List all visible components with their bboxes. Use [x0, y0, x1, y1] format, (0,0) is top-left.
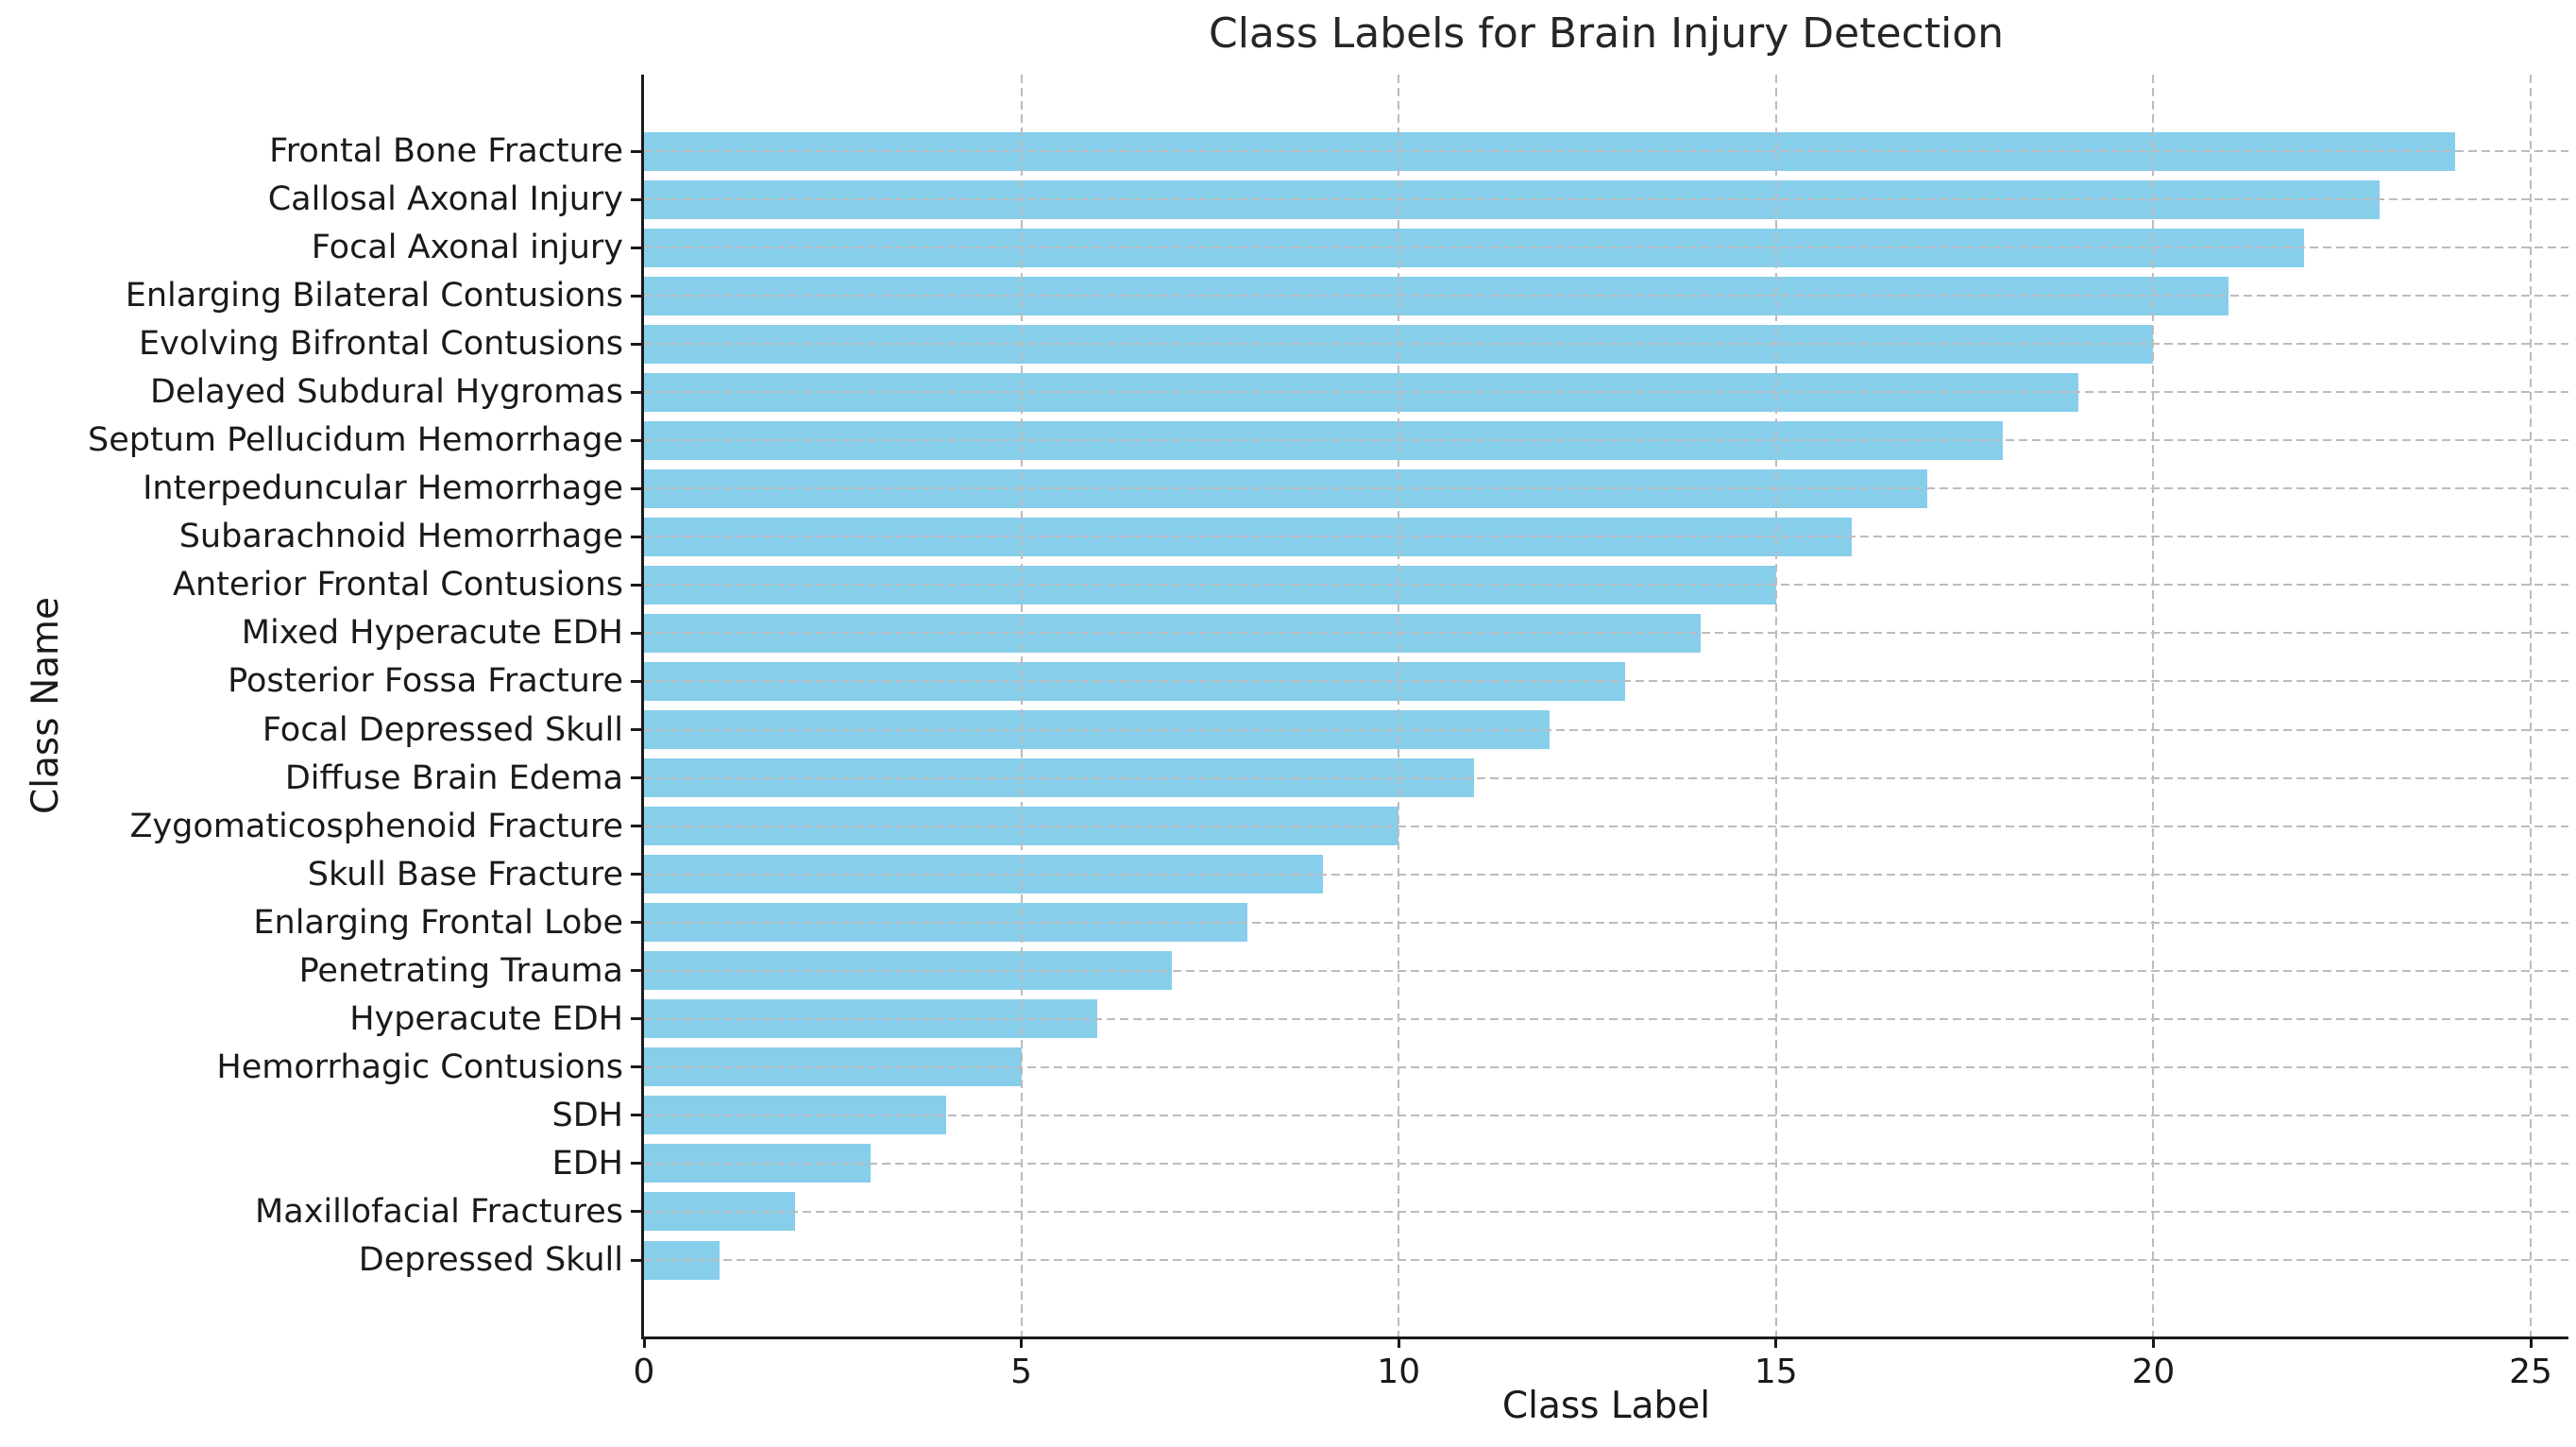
x-axis-label: Class Label — [1501, 1385, 1711, 1427]
y-tick-label: Frontal Bone Fracture — [269, 132, 623, 170]
y-tick-label: Mixed Hyperacute EDH — [241, 614, 623, 653]
y-tick-mark — [631, 825, 642, 828]
h-gridline — [644, 536, 2568, 538]
y-tick-label: Subarachnoid Hemorrhage — [178, 518, 623, 556]
h-gridline — [644, 1017, 2568, 1020]
h-gridline — [644, 728, 2568, 731]
y-tick-label: Evolving Bifrontal Contusions — [139, 325, 623, 364]
y-tick-label: Penetrating Trauma — [298, 951, 623, 990]
h-gridline — [644, 632, 2568, 635]
h-gridline — [644, 825, 2568, 827]
h-gridline — [644, 776, 2568, 779]
v-gridline — [2152, 75, 2155, 1336]
y-tick-mark — [631, 969, 642, 973]
y-tick-mark — [631, 342, 642, 346]
y-tick-mark — [631, 1065, 642, 1069]
y-tick-mark — [631, 631, 642, 635]
h-gridline — [644, 1162, 2568, 1165]
y-axis-spine — [641, 75, 644, 1339]
h-gridline — [644, 873, 2568, 876]
y-tick-label: Focal Axonal injury — [311, 229, 623, 267]
h-gridline — [644, 391, 2568, 394]
h-gridline — [644, 1210, 2568, 1213]
h-gridline — [644, 247, 2568, 249]
y-tick-mark — [631, 390, 642, 394]
v-gridline — [1774, 75, 1777, 1336]
h-gridline — [644, 295, 2568, 298]
x-tick-label: 20 — [2131, 1353, 2176, 1391]
h-gridline — [644, 343, 2568, 346]
y-tick-mark — [631, 1210, 642, 1214]
y-tick-mark — [631, 873, 642, 877]
y-tick-label: Maxillofacial Fractures — [255, 1192, 623, 1231]
h-gridline — [644, 921, 2568, 924]
chart-title: Class Labels for Brain Injury Detection — [1208, 9, 2004, 58]
x-tick-label: 5 — [1010, 1353, 1033, 1391]
y-tick-mark — [631, 486, 642, 490]
y-tick-label: Hemorrhagic Contusions — [216, 1047, 623, 1086]
y-tick-label: Anterior Frontal Contusions — [173, 566, 623, 604]
h-gridline — [644, 487, 2568, 490]
y-tick-label: Enlarging Frontal Lobe — [253, 903, 623, 942]
x-tick-mark — [2151, 1336, 2155, 1348]
y-tick-label: Delayed Subdural Hygromas — [149, 373, 623, 412]
h-gridline — [644, 1259, 2568, 1261]
y-tick-label: Diffuse Brain Edema — [284, 758, 623, 797]
h-gridline — [644, 198, 2568, 201]
v-gridline — [1020, 75, 1023, 1336]
x-tick-mark — [642, 1336, 646, 1348]
y-tick-mark — [631, 583, 642, 587]
y-tick-label: Posterior Fossa Fracture — [228, 662, 623, 701]
h-gridline — [644, 439, 2568, 442]
h-gridline — [644, 584, 2568, 587]
y-tick-label: SDH — [551, 1096, 624, 1134]
y-tick-mark — [631, 728, 642, 732]
v-gridline — [2530, 75, 2533, 1336]
y-tick-label: EDH — [551, 1144, 623, 1183]
y-tick-mark — [631, 776, 642, 780]
y-tick-label: Callosal Axonal Injury — [267, 180, 623, 219]
h-gridline — [644, 150, 2568, 152]
y-tick-label: Enlarging Bilateral Contusions — [125, 277, 623, 315]
y-tick-mark — [631, 921, 642, 925]
plot-area: 0 5 10 15 20 25 Frontal Bone Fracture Callosal … — [88, 75, 2568, 1391]
x-tick-mark — [1020, 1336, 1024, 1348]
y-tick-mark — [631, 1017, 642, 1021]
y-tick-label: Interpeduncular Hemorrhage — [143, 469, 623, 508]
x-tick-mark — [2529, 1336, 2533, 1348]
x-tick-label: 0 — [633, 1353, 655, 1391]
x-tick-mark — [1397, 1336, 1400, 1348]
h-gridline — [644, 969, 2568, 972]
y-tick-label: Hyperacute EDH — [349, 999, 623, 1038]
y-tick-mark — [631, 535, 642, 538]
v-gridline — [1398, 75, 1400, 1336]
y-tick-mark — [631, 294, 642, 298]
h-gridline — [644, 1114, 2568, 1116]
x-tick-label: 25 — [2509, 1353, 2552, 1391]
x-tick-label: 10 — [1377, 1353, 1421, 1391]
y-tick-mark — [631, 1258, 642, 1262]
h-gridline — [644, 1065, 2568, 1068]
y-axis-label: Class Name — [25, 596, 67, 815]
y-tick-mark — [631, 438, 642, 442]
y-tick-label: Septum Pellucidum Hemorrhage — [88, 421, 623, 460]
x-tick-label: 15 — [1754, 1353, 1798, 1391]
x-axis-spine — [641, 1336, 2568, 1339]
y-tick-mark — [631, 149, 642, 153]
y-tick-mark — [631, 246, 642, 249]
y-tick-label: Depressed Skull — [358, 1241, 623, 1279]
y-tick-label: Zygomaticosphenoid Fracture — [129, 807, 623, 845]
y-tick-mark — [631, 1162, 642, 1166]
y-tick-mark — [631, 679, 642, 683]
h-gridline — [644, 680, 2568, 683]
y-tick-mark — [631, 197, 642, 201]
y-tick-label: Skull Base Fracture — [307, 855, 623, 894]
y-tick-mark — [631, 1114, 642, 1117]
y-tick-label: Focal Depressed Skull — [262, 710, 623, 749]
x-tick-mark — [1774, 1336, 1778, 1348]
